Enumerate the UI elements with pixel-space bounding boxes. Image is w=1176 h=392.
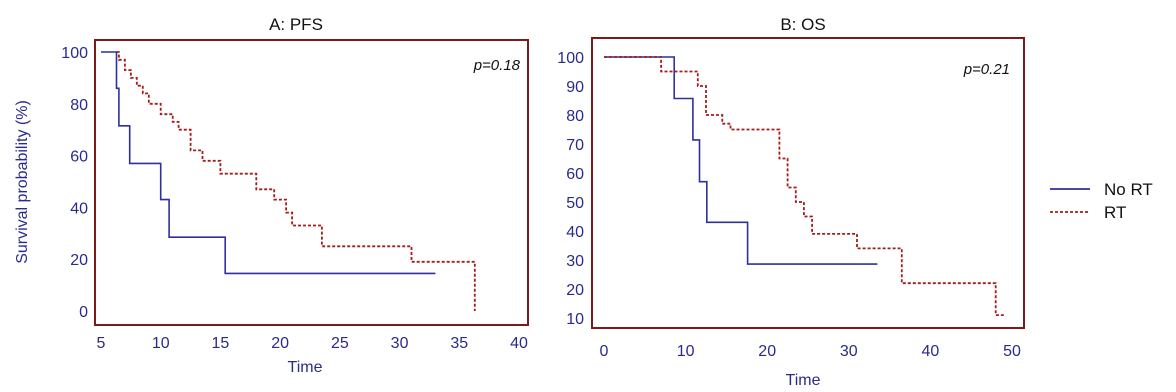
panel-a-x-axis-label: Time [288, 359, 323, 376]
panel-a-series-no-rt [101, 51, 436, 275]
panel-b-series [604, 56, 1004, 316]
panel-a-x-tick-label: 25 [331, 335, 349, 352]
legend-label-no-rt: No RT [1104, 180, 1153, 199]
panel-b-y-tick-label: 80 [566, 108, 584, 125]
panel-b-x-tick-label: 50 [1003, 343, 1021, 360]
panel-b-x-ticks: 0 10 20 30 40 50 [600, 343, 1021, 360]
panel-b-y-tick-label: 30 [566, 253, 584, 270]
panel-a-series-rt [116, 51, 476, 311]
panel-a-y-tick-label: 100 [61, 45, 88, 62]
panel-b-y-tick-label: 50 [566, 195, 584, 212]
panel-b-y-tick-label: 20 [566, 282, 584, 299]
panel-b-x-axis-label: Time [786, 372, 821, 389]
panel-b-y-tick-label: 40 [566, 224, 584, 241]
panel-b-series-rt [604, 56, 1004, 316]
panel-a-y-axis-label: Survival probability (%) [14, 100, 31, 264]
legend-label-rt: RT [1104, 203, 1126, 222]
panel-a-y-ticks: 0 20 40 60 80 100 [61, 45, 88, 321]
panel-a-y-tick-label: 20 [70, 252, 88, 269]
panel-a-y-tick-label: 0 [79, 304, 88, 321]
panel-a-x-tick-label: 15 [212, 335, 230, 352]
panel-b-x-tick-label: 30 [840, 343, 858, 360]
panel-b-y-tick-label: 70 [566, 137, 584, 154]
panel-a-x-tick-label: 10 [152, 335, 170, 352]
panel-b-x-tick-label: 40 [922, 343, 940, 360]
legend: No RT RT [1050, 180, 1153, 222]
panel-b: B: OS p=0.21 Time 102030405060708090100 … [557, 15, 1025, 389]
panel-b-y-ticks: 10 20 30 40 50 60 70 80 90 100 [557, 50, 584, 328]
panel-b-y-tick-label: 100 [557, 50, 584, 67]
panel-b-x-tick-label: 20 [758, 343, 776, 360]
panel-a-series [101, 51, 476, 311]
panel-a: A: PFS p=0.18 Time Survival probability … [14, 15, 529, 376]
panel-a-x-tick-label: 30 [391, 335, 409, 352]
panel-b-p-value: p=0.21 [963, 61, 1010, 78]
panel-a-title: A: PFS [269, 15, 323, 34]
panel-b-series-no-rt [604, 56, 878, 265]
panel-a-frame [94, 39, 529, 326]
panel-a-y-tick-label: 80 [70, 97, 88, 114]
panel-b-x-tick-label: 0 [600, 343, 609, 360]
panel-b-y-tick-label: 90 [566, 79, 584, 96]
panel-a-x-tick-label: 5 [97, 335, 106, 352]
panel-a-x-tick-label: 40 [510, 335, 528, 352]
panel-b-title: B: OS [780, 15, 825, 34]
panel-b-y-tick-label: 60 [566, 166, 584, 183]
panel-b-frame [591, 37, 1025, 329]
panel-a-p-value: p=0.18 [473, 57, 521, 74]
panel-a-x-tick-label: 35 [450, 335, 468, 352]
panel-b-y-tick-label: 10 [566, 311, 584, 328]
panel-a-y-tick-label: 40 [70, 200, 88, 217]
panel-a-x-tick-label: 20 [271, 335, 289, 352]
panel-b-x-tick-label: 10 [677, 343, 695, 360]
panel-a-y-tick-label: 60 [70, 149, 88, 166]
panel-a-x-ticks: 5 10 15 20 25 30 35 40 [97, 335, 528, 352]
